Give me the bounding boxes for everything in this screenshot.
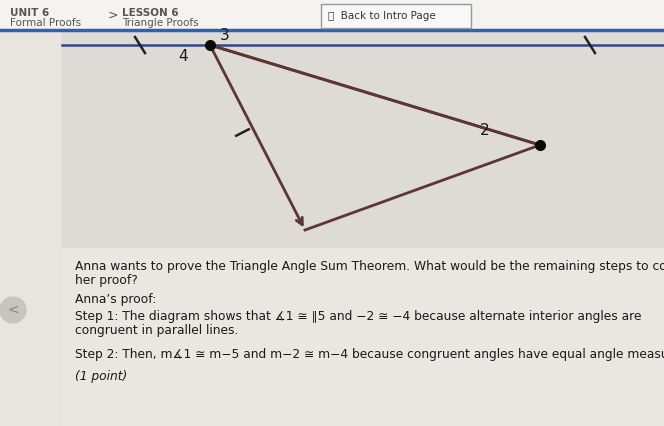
Text: her proof?: her proof? bbox=[75, 274, 137, 287]
Bar bbox=[0, 0, 664, 30]
Text: 3: 3 bbox=[220, 28, 230, 43]
Circle shape bbox=[0, 297, 26, 323]
Bar bbox=[62, 248, 664, 426]
Text: Anna’s proof:: Anna’s proof: bbox=[75, 293, 156, 306]
Text: Step 2: Then, m∡1 ≅ m−5 and m−2 ≅ m−4 because congruent angles have equal angle : Step 2: Then, m∡1 ≅ m−5 and m−2 ≅ m−4 be… bbox=[75, 348, 664, 361]
Text: Step 1: The diagram shows that ∡1 ≅ ∥5 and −2 ≅ −4 because alternate interior an: Step 1: The diagram shows that ∡1 ≅ ∥5 a… bbox=[75, 310, 641, 323]
Text: congruent in parallel lines.: congruent in parallel lines. bbox=[75, 324, 238, 337]
Text: 2: 2 bbox=[480, 123, 489, 138]
Bar bbox=[62, 30, 664, 248]
Text: Triangle Proofs: Triangle Proofs bbox=[122, 18, 199, 28]
FancyBboxPatch shape bbox=[321, 4, 471, 28]
Text: <: < bbox=[7, 303, 19, 317]
Text: 4: 4 bbox=[178, 49, 188, 64]
Text: LESSON 6: LESSON 6 bbox=[122, 8, 179, 18]
Text: >: > bbox=[108, 9, 118, 21]
Text: UNIT 6: UNIT 6 bbox=[10, 8, 49, 18]
Text: Anna wants to prove the Triangle Angle Sum Theorem. What would be the remaining : Anna wants to prove the Triangle Angle S… bbox=[75, 260, 664, 273]
Text: ⎘  Back to Intro Page: ⎘ Back to Intro Page bbox=[328, 11, 436, 21]
Text: (1 point): (1 point) bbox=[75, 370, 127, 383]
Text: Formal Proofs: Formal Proofs bbox=[10, 18, 81, 28]
